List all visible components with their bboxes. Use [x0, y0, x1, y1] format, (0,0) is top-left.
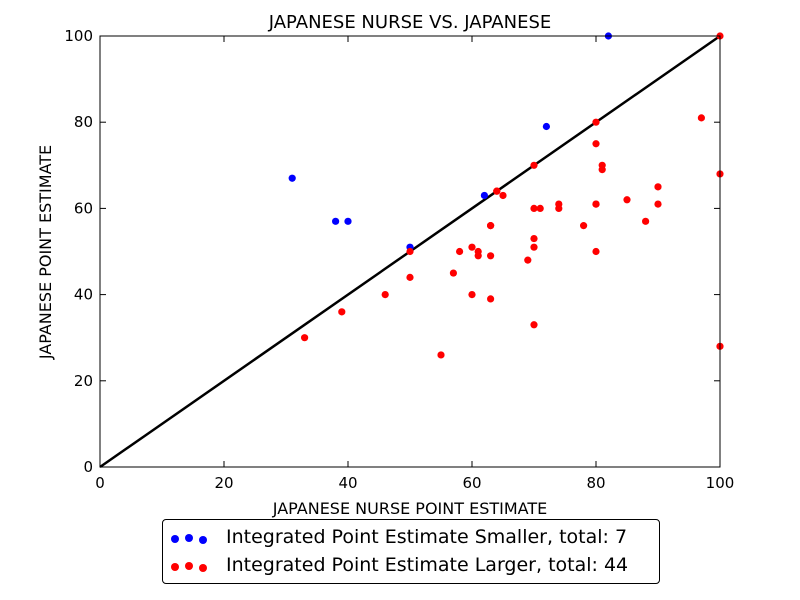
data-point: [480, 191, 488, 200]
data-point: [288, 174, 296, 182]
x-tick-label: 0: [95, 474, 105, 492]
legend-entry-smaller: Integrated Point Estimate Smaller, total…: [163, 524, 659, 552]
data-point: [580, 222, 588, 230]
x-tick-label: 100: [706, 474, 735, 492]
data-point: [530, 204, 538, 212]
data-point: [499, 191, 507, 200]
data-point: [555, 204, 563, 212]
data-point: [487, 252, 495, 260]
legend-entry-larger: Integrated Point Estimate Larger, total:…: [163, 552, 659, 580]
y-tick-label: 80: [74, 113, 93, 131]
legend-marker-smaller: [171, 532, 215, 546]
y-tick-label: 0: [83, 458, 93, 476]
series-smaller: [288, 32, 613, 251]
data-point: [344, 217, 352, 225]
chart-legend: Integrated Point Estimate Smaller, total…: [162, 519, 660, 584]
data-point: [697, 114, 706, 122]
legend-dot: [171, 535, 179, 543]
data-point: [487, 222, 495, 230]
data-point: [530, 243, 538, 251]
legend-dot: [171, 563, 179, 571]
data-point: [592, 247, 600, 256]
data-point: [542, 122, 551, 131]
data-point: [487, 295, 495, 303]
data-point: [536, 204, 544, 212]
data-point: [406, 247, 414, 256]
data-point: [474, 252, 482, 260]
x-tick-label: 80: [586, 474, 605, 492]
legend-label-larger: Integrated Point Estimate Larger, total:…: [226, 554, 629, 576]
data-point: [530, 161, 538, 169]
data-point: [654, 183, 662, 191]
legend-dot: [199, 564, 207, 572]
y-axis-label: JAPANESE POINT ESTIMATE: [36, 145, 55, 360]
x-axis-label: JAPANESE NURSE POINT ESTIMATE: [272, 499, 547, 518]
legend-marker-larger: [171, 560, 215, 574]
y-tick-label: 60: [74, 199, 93, 217]
data-point: [301, 334, 309, 342]
data-point: [530, 321, 538, 329]
data-point: [468, 291, 476, 299]
data-point: [338, 308, 346, 316]
data-point: [381, 291, 389, 299]
legend-dot: [199, 536, 207, 544]
data-point: [493, 187, 501, 195]
data-point: [456, 247, 464, 256]
chart-title: JAPANESE NURSE VS. JAPANESE: [268, 12, 552, 33]
data-point: [598, 166, 606, 174]
y-tick-label: 20: [74, 372, 93, 390]
data-point: [332, 217, 340, 225]
plot-frame: [99, 35, 721, 468]
data-point: [592, 140, 600, 148]
y-tick-label: 40: [74, 286, 93, 304]
data-point: [623, 196, 631, 204]
series-larger: [301, 32, 724, 359]
legend-dot: [185, 562, 193, 570]
legend-label-smaller: Integrated Point Estimate Smaller, total…: [226, 526, 628, 548]
data-point: [449, 269, 457, 277]
data-point: [468, 243, 476, 251]
x-tick-label: 20: [214, 474, 233, 492]
data-point: [592, 200, 600, 208]
data-point: [530, 234, 538, 243]
data-point: [406, 273, 414, 281]
data-point: [524, 256, 532, 264]
legend-dot: [185, 534, 193, 542]
y-tick-label: 100: [64, 27, 93, 45]
data-point: [654, 200, 662, 208]
data-point: [437, 351, 445, 359]
data-point: [642, 217, 650, 225]
data-point: [592, 118, 600, 126]
x-tick-label: 40: [338, 474, 357, 492]
x-tick-label: 60: [462, 474, 481, 492]
